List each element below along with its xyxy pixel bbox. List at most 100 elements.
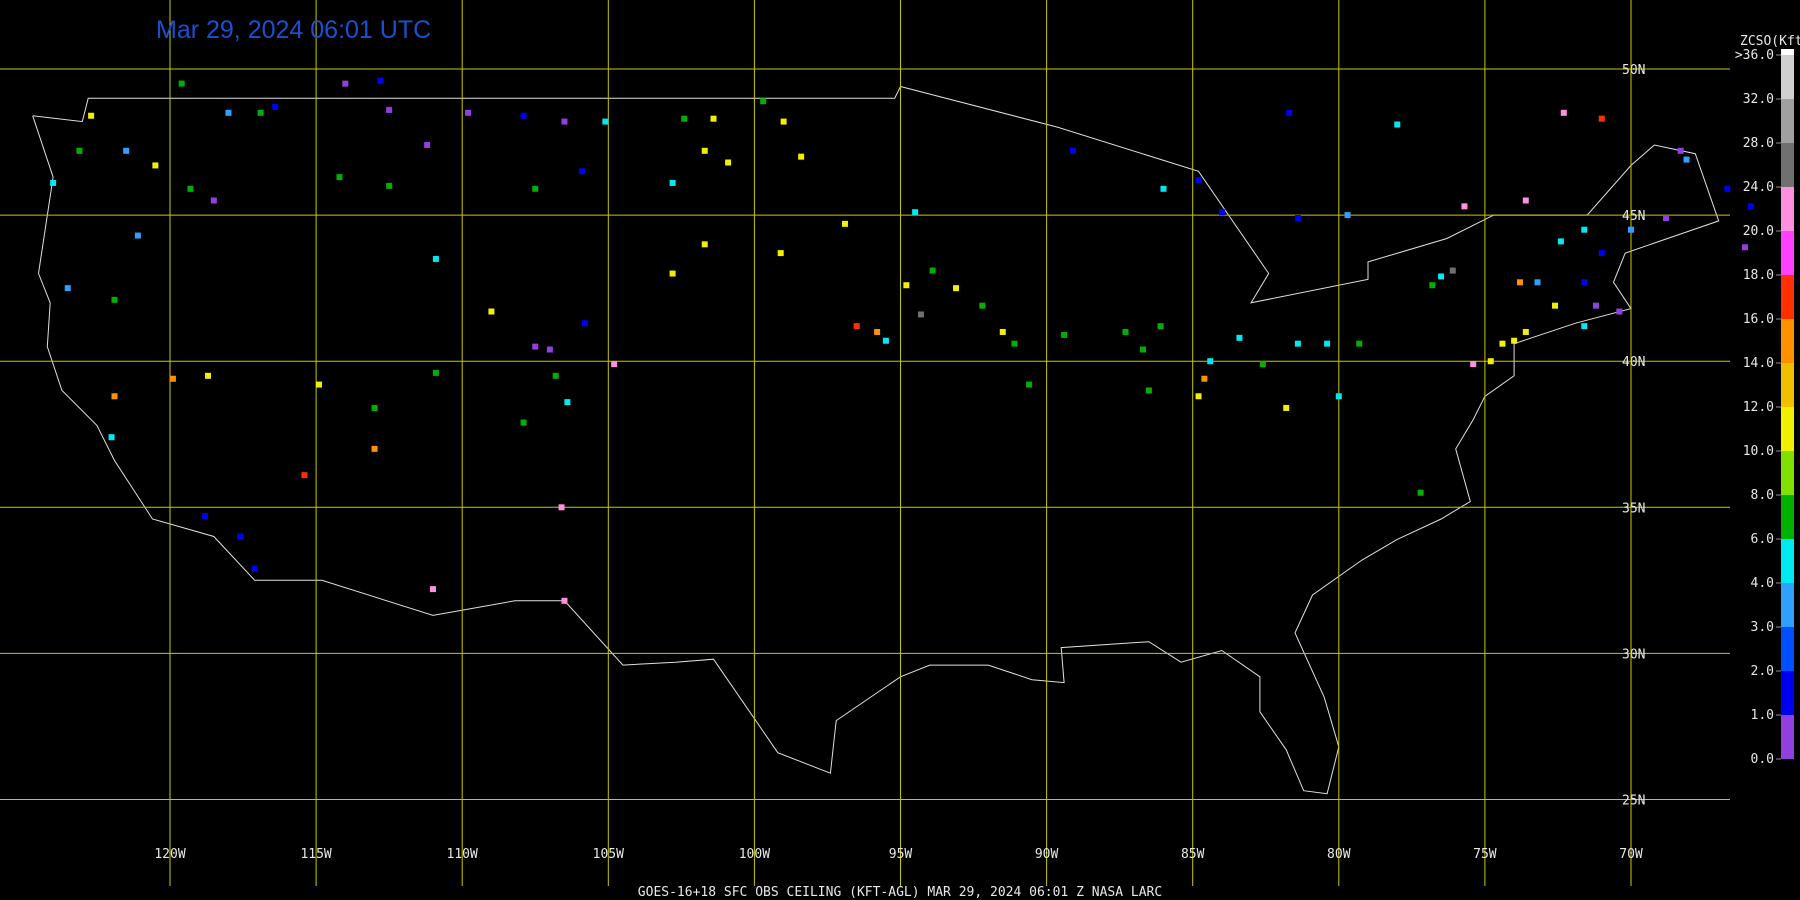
station-marker: [178, 80, 185, 87]
colorbar-segment: [1781, 55, 1794, 99]
station-marker: [336, 174, 343, 181]
station-marker: [564, 399, 571, 406]
colorbar-label: 1.0: [1751, 708, 1774, 723]
station-marker: [1236, 334, 1243, 341]
station-marker: [301, 472, 308, 479]
station-marker: [316, 381, 323, 388]
colorbar-segment: [1781, 715, 1794, 759]
colorbar-label: 32.0: [1743, 92, 1774, 107]
station-marker: [1394, 121, 1401, 128]
station-marker: [520, 112, 527, 119]
station-marker: [204, 372, 211, 379]
colorbar: ZCSO(Kft) 0.0 1.0 2.0 3.0 4.0 6.0 8.0 10.0 12.0 14…: [1735, 34, 1800, 767]
colorbar-label: 16.0: [1743, 312, 1774, 327]
longitude-label: 110W: [447, 847, 478, 862]
station-marker: [429, 586, 436, 593]
station-marker: [874, 328, 881, 335]
station-marker: [88, 112, 95, 119]
station-marker: [979, 302, 986, 309]
station-marker: [1592, 302, 1599, 309]
station-marker: [903, 282, 910, 289]
station-marker: [64, 285, 71, 292]
station-marker: [917, 311, 924, 318]
station-marker: [187, 185, 194, 192]
station-marker: [552, 372, 559, 379]
station-marker: [1628, 226, 1634, 233]
station-marker: [1461, 203, 1468, 210]
station-marker: [1069, 147, 1076, 154]
colorbar-label: 12.0: [1743, 400, 1774, 415]
station-marker: [1560, 109, 1567, 116]
colorbar-segment: [1781, 231, 1794, 275]
station-marker: [841, 220, 848, 227]
station-marker: [1552, 302, 1559, 309]
station-marker: [882, 337, 889, 344]
station-marker: [1283, 404, 1290, 411]
station-marker: [581, 320, 588, 327]
station-marker: [561, 118, 568, 125]
station-marker: [50, 179, 57, 186]
station-marker: [669, 270, 676, 277]
station-marker: [424, 141, 431, 148]
colorbar-label: 28.0: [1743, 136, 1774, 151]
station-marker: [342, 80, 349, 87]
station-marker: [1663, 215, 1670, 222]
station-marker: [257, 109, 264, 116]
station-marker: [1438, 273, 1445, 280]
colorbar-label: 8.0: [1751, 488, 1774, 503]
station-marker: [1683, 156, 1690, 163]
station-marker: [488, 308, 495, 315]
station-marker: [1201, 375, 1208, 382]
station-marker: [1516, 279, 1523, 286]
longitude-label: 80W: [1327, 847, 1351, 862]
station-marker: [1160, 185, 1167, 192]
station-marker: [272, 103, 279, 110]
longitude-label: 70W: [1619, 847, 1643, 862]
colorbar-segment: [1781, 671, 1794, 715]
station-marker: [532, 185, 539, 192]
station-marker: [1344, 212, 1351, 219]
station-marker: [111, 393, 118, 400]
station-marker: [225, 109, 232, 116]
station-marker: [1598, 250, 1605, 257]
station-marker: [1286, 109, 1293, 116]
colorbar-title: ZCSO(Kft): [1740, 34, 1800, 49]
station-marker: [1026, 381, 1033, 388]
station-marker: [780, 118, 787, 125]
longitude-label: 90W: [1035, 847, 1059, 862]
station-marker: [912, 209, 919, 216]
colorbar-segment: [1781, 583, 1794, 627]
us-outline: [32, 85, 1720, 795]
latitude-label: 45N: [1622, 209, 1645, 224]
station-marker: [377, 77, 384, 84]
station-marker: [111, 296, 118, 303]
station-marker: [725, 159, 732, 166]
colorbar-segment: [1781, 407, 1794, 451]
station-marker: [611, 361, 618, 368]
colorbar-segment: [1781, 275, 1794, 319]
station-marker: [1061, 331, 1068, 338]
colorbar-segment: [1781, 495, 1794, 539]
station-marker: [371, 404, 378, 411]
station-marker: [760, 98, 767, 105]
station-marker: [1511, 337, 1518, 344]
station-marker: [237, 533, 244, 540]
station-marker: [432, 255, 439, 262]
station-marker: [1598, 115, 1605, 122]
longitude-label: 115W: [300, 847, 331, 862]
station-marker: [929, 267, 936, 274]
colorbar-segment: [1781, 451, 1794, 495]
station-marker: [1356, 340, 1363, 347]
station-marker: [371, 445, 378, 452]
colorbar-label: 18.0: [1743, 268, 1774, 283]
station-marker: [701, 147, 708, 154]
station-marker: [681, 115, 688, 122]
colorbar-label: 3.0: [1751, 620, 1774, 635]
station-marker: [1557, 238, 1564, 245]
station-marker: [1259, 361, 1266, 368]
colorbar-segment: [1781, 627, 1794, 671]
station-marker: [432, 369, 439, 376]
station-marker: [669, 179, 676, 186]
station-marker: [1487, 358, 1494, 365]
station-marker: [1157, 323, 1164, 330]
